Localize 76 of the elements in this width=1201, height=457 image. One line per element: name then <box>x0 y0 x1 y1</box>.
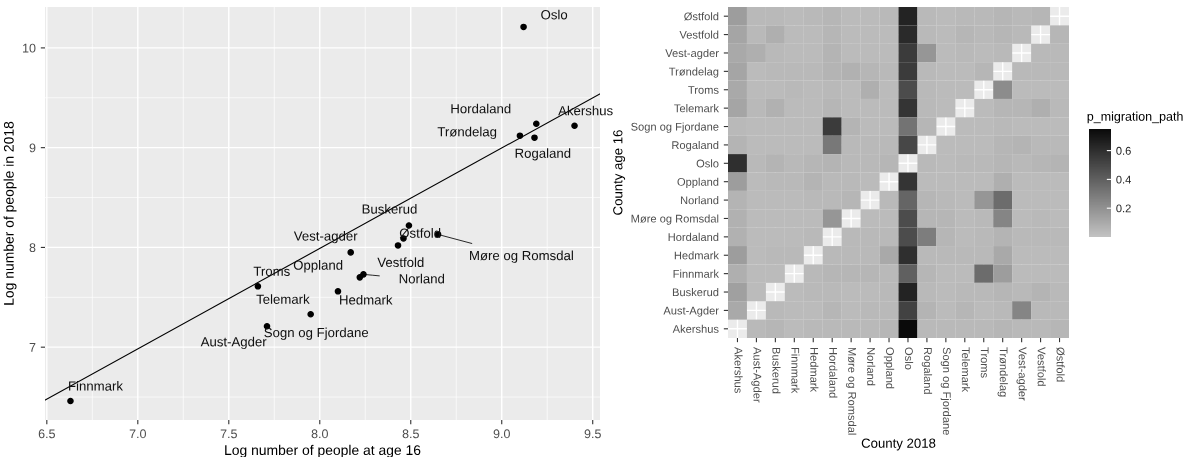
x-tick-label: Telemark <box>961 347 970 393</box>
point <box>67 397 74 405</box>
y-tick-label: Oppland <box>677 177 719 189</box>
x-tick-label: Hordaland <box>829 347 838 398</box>
point <box>394 242 402 249</box>
y-tick-label: Aust-Agder <box>663 306 719 317</box>
y-tick-label: Hordaland <box>668 232 719 241</box>
annotation: Trøndelag <box>437 126 497 140</box>
point <box>571 122 578 130</box>
y-tick-label: Rogaland <box>672 140 719 152</box>
y-tick-label: Oslo <box>696 159 719 168</box>
y-tick-label: 8 <box>29 243 36 253</box>
y-tick-label: Finnmark <box>673 269 719 278</box>
y-tick-label: 10 <box>23 43 36 53</box>
y-tick-label: Buskerud <box>672 288 719 297</box>
y-tick-label: Hedmark <box>674 251 719 260</box>
x-tick-label: Aust-Agder <box>751 347 762 403</box>
y-tick-label: 9 <box>29 143 36 153</box>
x-tick-label: Buskerud <box>772 347 781 394</box>
y-tick-label: Norland <box>680 196 719 205</box>
annotation: Norland <box>399 273 445 284</box>
y-axis-title: County age 16 <box>613 130 626 215</box>
point <box>533 120 540 128</box>
x-tick-label: 6.5 <box>38 429 55 439</box>
x-tick-label: Vest-agder <box>1016 347 1027 401</box>
x-tick-label: Troms <box>980 347 989 378</box>
x-tick-label: 8.5 <box>402 429 419 439</box>
point <box>334 288 342 295</box>
y-tick-label: 7 <box>29 343 36 352</box>
y-tick-label: Østfold <box>684 12 719 21</box>
color-bar-label: 0.2 <box>1116 204 1131 213</box>
x-tick-label: Rogaland <box>921 347 933 394</box>
annotation: Oppland <box>293 260 343 273</box>
annotation: Vestfold <box>377 257 424 268</box>
point <box>520 23 527 31</box>
annotation: Rogaland <box>515 148 571 161</box>
point <box>254 283 262 290</box>
x-tick-label: 8.0 <box>311 429 328 439</box>
color-bar-label: 0.4 <box>1116 175 1131 184</box>
point <box>360 271 367 278</box>
x-tick-label: Hedmark <box>810 347 819 393</box>
point <box>347 249 354 256</box>
x-tick-label: Norland <box>867 347 876 386</box>
y-tick-label: Vest-agder <box>665 48 719 60</box>
point <box>531 134 538 141</box>
x-tick-label: Trøndelag <box>997 347 1008 397</box>
x-tick-label: 7.5 <box>220 429 237 439</box>
y-tick-label: Møre og Romsdal <box>631 214 719 225</box>
x-tick-label: 9.5 <box>584 429 601 439</box>
x-tick-label: 7.0 <box>129 429 146 439</box>
y-tick-label: Trøndelag <box>669 67 719 78</box>
point <box>307 310 314 318</box>
x-tick-label: Møre og Romsdal <box>845 347 857 435</box>
y-axis-title: Log number of people in 2018 <box>3 121 17 305</box>
y-tick-label: Sogn og Fjordane <box>631 122 719 133</box>
annotation: Telemark <box>256 294 310 304</box>
y-tick-label: Telemark <box>674 104 719 113</box>
annotation: Oslo <box>541 9 568 20</box>
point <box>516 132 524 139</box>
x-tick-label: Østfold <box>1056 347 1065 382</box>
annotation: Hordaland <box>451 103 511 114</box>
x-tick-label: Sogn og Fjordane <box>940 347 952 435</box>
x-tick-label: 9.0 <box>493 429 510 439</box>
y-tick-label: Troms <box>688 86 719 94</box>
x-tick-label: Oslo <box>904 347 914 370</box>
x-tick-label: Vestfold <box>1037 347 1046 386</box>
x-axis-title: County 2018 <box>861 438 936 451</box>
y-tick-label: Akershus <box>672 324 719 333</box>
y-tick-label: Vestfold <box>679 30 719 39</box>
x-tick-label: Oppland <box>883 347 895 389</box>
annotation: Hedmark <box>340 294 393 305</box>
x-axis-title: Log number of people at age 16 <box>225 444 421 457</box>
color-bar-label: 0.6 <box>1116 146 1131 155</box>
color-bar-title: p_migration_path <box>1087 111 1183 124</box>
x-tick-label: Finnmark <box>791 347 800 394</box>
annotation: Møre og Romsdal <box>470 250 573 263</box>
